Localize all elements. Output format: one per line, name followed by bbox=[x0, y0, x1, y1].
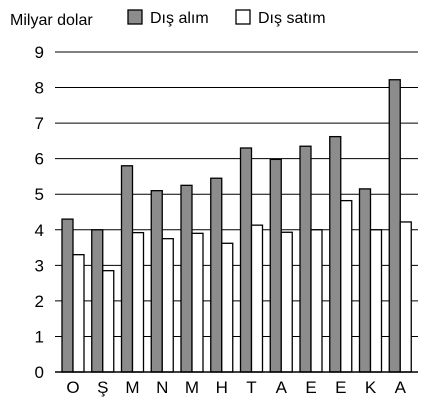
y-tick-label: 8 bbox=[35, 79, 44, 98]
bar-dis-alim-8 bbox=[299, 145, 312, 373]
y-tick-label: 2 bbox=[35, 292, 44, 311]
y-tick-label: 7 bbox=[35, 114, 44, 133]
y-tick-label: 5 bbox=[35, 185, 44, 204]
bar-dis-satim-5 bbox=[221, 242, 234, 373]
legend-label-dis-alim: Dış alım bbox=[150, 10, 209, 27]
bar-dis-alim-7 bbox=[269, 158, 282, 373]
legend-label-dis-satim: Dış satım bbox=[258, 10, 326, 27]
legend-swatch-dis-satim bbox=[235, 9, 251, 25]
bar-dis-satim-8 bbox=[310, 229, 323, 373]
x-tick-label: T bbox=[246, 378, 256, 397]
bar-dis-satim-2 bbox=[131, 231, 145, 373]
bar-dis-alim-5 bbox=[210, 177, 223, 373]
legend-swatch-dis-alim bbox=[127, 9, 143, 25]
x-tick-label: N bbox=[156, 378, 168, 397]
bar-dis-satim-4 bbox=[191, 232, 204, 373]
y-tick-label: 3 bbox=[35, 256, 44, 275]
x-tick-label: E bbox=[335, 378, 346, 397]
x-tick-label: M bbox=[125, 378, 139, 397]
bar-dis-alim-0 bbox=[61, 218, 74, 373]
bar-dis-satim-11 bbox=[399, 221, 412, 373]
y-tick-label: 9 bbox=[35, 43, 44, 62]
y-axis-ticks: 0 1 2 3 4 5 6 7 8 9 bbox=[35, 43, 44, 382]
bar-dis-satim-7 bbox=[280, 231, 293, 373]
bar-dis-alim-11 bbox=[388, 79, 401, 373]
bar-dis-alim-1 bbox=[91, 229, 104, 373]
y-tick-label: 6 bbox=[35, 150, 44, 169]
y-tick-label: 1 bbox=[35, 327, 44, 346]
x-tick-label: Ş bbox=[97, 378, 108, 397]
y-axis-label: Milyar dolar bbox=[10, 12, 93, 29]
bar-dis-alim-2 bbox=[120, 165, 134, 373]
bar-dis-satim-3 bbox=[161, 238, 174, 373]
grid-lines bbox=[55, 51, 418, 337]
bar-dis-alim-3 bbox=[150, 190, 163, 373]
bar-dis-alim-4 bbox=[180, 184, 193, 373]
bar-dis-satim-9 bbox=[340, 199, 353, 373]
x-tick-label: H bbox=[216, 378, 228, 397]
legend: Dış alım Dış satım bbox=[127, 9, 326, 27]
bar-dis-satim-0 bbox=[72, 254, 85, 373]
y-tick-label: 0 bbox=[35, 363, 44, 382]
x-tick-label: E bbox=[305, 378, 316, 397]
bar-dis-satim-10 bbox=[369, 229, 383, 373]
x-tick-label: A bbox=[276, 378, 288, 397]
bar-dis-satim-1 bbox=[102, 270, 115, 373]
y-tick-label: 4 bbox=[35, 221, 44, 240]
x-tick-label: M bbox=[185, 378, 199, 397]
bar-dis-alim-6 bbox=[239, 147, 253, 373]
bar-dis-alim-10 bbox=[358, 188, 372, 373]
x-tick-label: O bbox=[66, 378, 79, 397]
x-tick-label: K bbox=[365, 378, 377, 397]
bar-dis-alim-9 bbox=[329, 135, 342, 373]
x-tick-label: A bbox=[395, 378, 407, 397]
bar-dis-satim-6 bbox=[250, 224, 264, 373]
